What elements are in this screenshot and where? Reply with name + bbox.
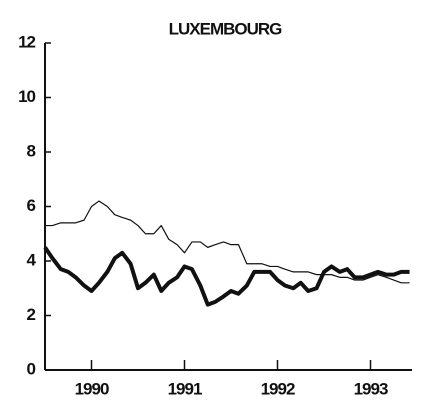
x-tick-label: 1990 [75,379,109,398]
series-line [45,200,410,284]
y-tick-label: 2 [27,305,36,324]
y-tick-label: 6 [27,196,36,215]
series-line [43,246,410,307]
y-tick-label: 8 [27,141,36,160]
y-tick-label: 12 [18,32,35,51]
chart-title: LUXEMBOURG [169,19,283,38]
y-tick-label: 4 [27,250,37,269]
y-tick-label: 10 [18,87,35,106]
x-tick-label: 1991 [168,379,202,398]
x-tick-label: 1992 [261,379,295,398]
y-tick-label: 0 [27,359,36,378]
x-tick-label: 1993 [354,379,388,398]
